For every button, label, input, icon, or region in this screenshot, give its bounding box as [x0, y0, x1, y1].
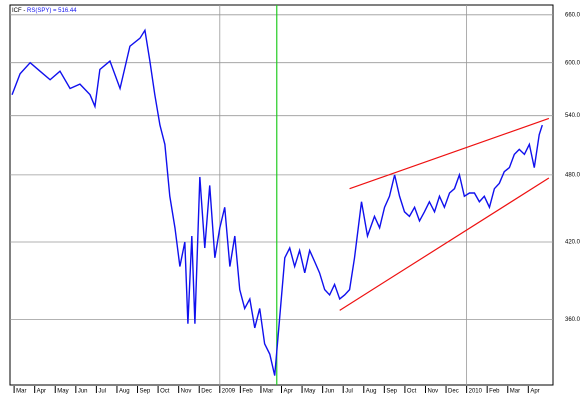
x-tick-label: Jun [325, 389, 335, 395]
x-tick-label: Aug [366, 389, 377, 395]
x-tick-label: Sep [386, 389, 397, 395]
x-tick-label: Apr [284, 389, 293, 395]
x-tick-label: Sep [140, 389, 151, 395]
x-tick-label: 2010 [469, 389, 483, 395]
trend-line [339, 177, 550, 311]
x-tick-label: Mar [263, 389, 273, 395]
plot-frame [9, 4, 554, 386]
x-tick-label: Dec [448, 389, 459, 395]
y-tick-label: 660.0 [565, 12, 581, 18]
x-tick-label: Dec [201, 389, 212, 395]
y-tick-label: 360.0 [565, 317, 581, 323]
x-tick-label: Nov [181, 389, 192, 395]
title-symbol: ICF - [12, 8, 27, 14]
x-tick-label: May [57, 389, 68, 395]
y-tick-label: 540.0 [565, 113, 581, 119]
trend-line [349, 117, 550, 190]
x-tick-label: 2009 [222, 389, 236, 395]
price-line [11, 28, 543, 376]
x-tick-label: May [304, 389, 315, 395]
x-tick-label: Nov [427, 389, 438, 395]
chart-title: ICF - RS(SPY) = 516.44 [12, 8, 77, 14]
x-tick-label: Feb [242, 389, 253, 395]
x-tick-label: Mar [510, 389, 520, 395]
x-tick-label: Jun [78, 389, 88, 395]
y-tick-label: 480.0 [565, 172, 581, 178]
x-tick-label: Jul [98, 389, 106, 395]
x-tick-label: Oct [407, 389, 417, 395]
x-tick-label: Oct [160, 389, 170, 395]
y-tick-label: 600.0 [565, 60, 581, 66]
x-tick-label: Feb [489, 389, 500, 395]
x-tick-label: Mar [16, 389, 26, 395]
x-tick-label: Apr [37, 389, 46, 395]
title-study: RS(SPY) = 516.44 [27, 8, 77, 14]
x-tick-label: Aug [119, 389, 130, 395]
y-tick-label: 420.0 [565, 240, 581, 246]
x-tick-label: Jul [345, 389, 353, 395]
x-tick-label: Apr [530, 389, 539, 395]
